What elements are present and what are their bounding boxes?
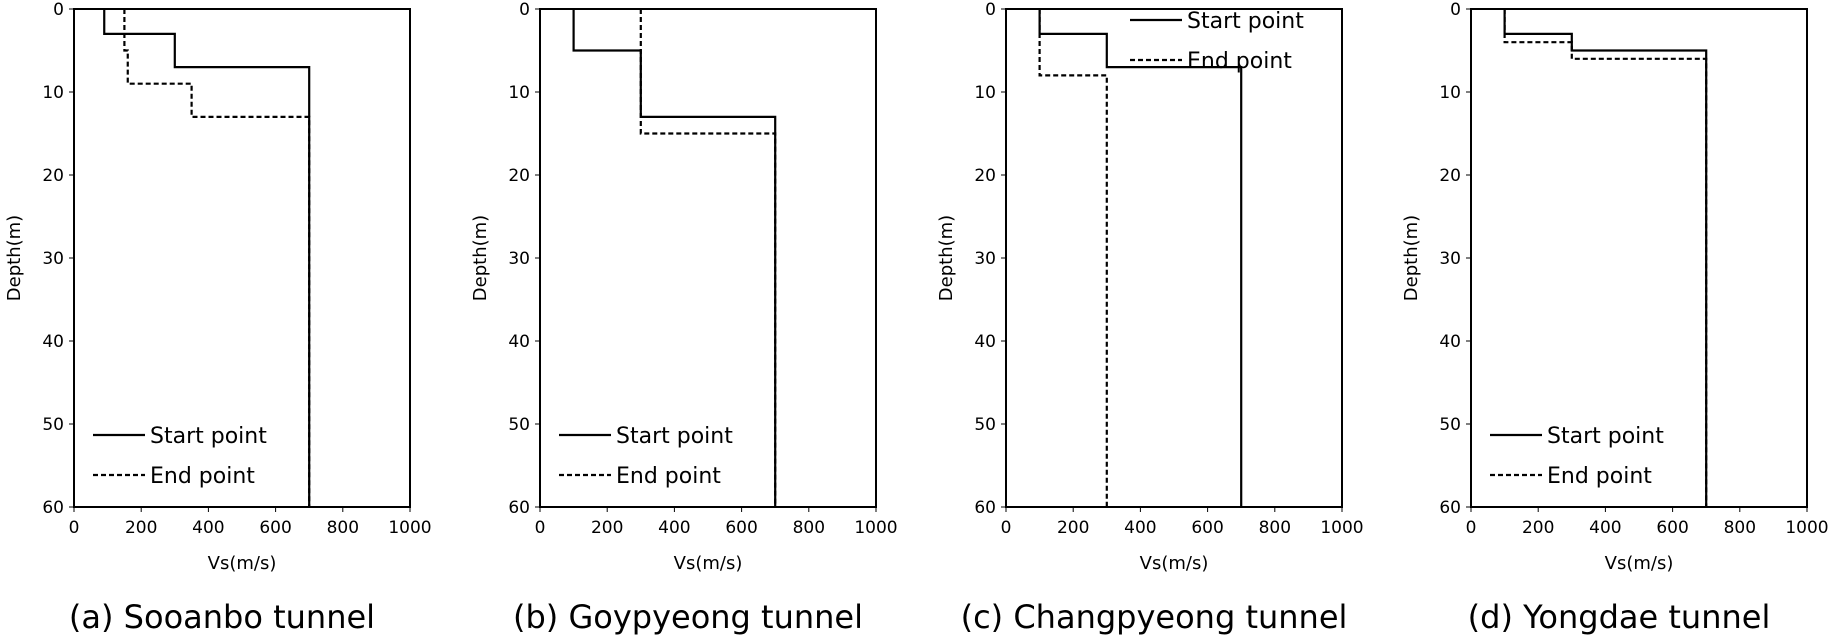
y-tick-label: 50 — [974, 415, 996, 435]
y-tick-label: 30 — [1439, 249, 1461, 269]
chart-caption: (a) Sooanbo tunnel — [69, 598, 375, 636]
legend-label: End point — [150, 464, 255, 489]
x-tick-label: 600 — [259, 518, 291, 538]
plot-frame — [1005, 8, 1343, 508]
series-line — [123, 9, 311, 507]
x-axis-label: Vs(m/s) — [208, 553, 277, 574]
y-tick-label: 60 — [508, 498, 530, 518]
x-tick-label: 1000 — [388, 518, 431, 538]
x-axis-label: Vs(m/s) — [1140, 553, 1209, 574]
y-tick-label: 50 — [42, 415, 64, 435]
y-tick-label: 20 — [42, 166, 64, 186]
x-tick-label: 1000 — [1785, 518, 1828, 538]
y-axis-label: Depth(m) — [936, 215, 957, 301]
chart-caption: (d) Yongdae tunnel — [1468, 598, 1771, 636]
x-tick-label: 400 — [658, 518, 690, 538]
legend-label: End point — [1187, 49, 1292, 74]
chart-panel: 0 200 400 600 800 1000 0 10 20 30 40 50 60 Vs(m/s) Dep… — [936, 0, 1364, 636]
x-tick-label: 200 — [1057, 518, 1089, 538]
y-tick-label: 40 — [974, 332, 996, 352]
y-tick-label: 40 — [1439, 332, 1461, 352]
y-tick-label: 50 — [1439, 415, 1461, 435]
chart-panel: 0 200 400 600 800 1000 0 10 20 30 40 50 60 Vs(m/s) Dep… — [1401, 0, 1829, 636]
y-tick-label: 10 — [508, 83, 530, 103]
x-tick-label: 200 — [125, 518, 157, 538]
y-axis-label: Depth(m) — [4, 215, 25, 301]
y-tick-label: 0 — [985, 0, 996, 20]
x-tick-label: 0 — [1001, 518, 1012, 538]
y-tick-label: 60 — [1439, 498, 1461, 518]
y-axis-label: Depth(m) — [470, 215, 491, 301]
chart-caption: (b) Goypyeong tunnel — [513, 598, 863, 636]
chart-panel: 0 200 400 600 800 1000 0 10 20 30 40 50 60 Vs(m/s) Dep… — [470, 0, 898, 636]
y-tick-label: 50 — [508, 415, 530, 435]
series-line — [1038, 9, 1243, 507]
y-tick-label: 30 — [974, 249, 996, 269]
x-tick-label: 0 — [1466, 518, 1477, 538]
x-tick-label: 600 — [725, 518, 757, 538]
x-tick-label: 800 — [327, 518, 359, 538]
y-tick-label: 20 — [508, 166, 530, 186]
x-tick-label: 0 — [69, 518, 80, 538]
y-tick-label: 30 — [508, 249, 530, 269]
plot-frame — [1470, 8, 1808, 508]
legend-label: Start point — [1187, 9, 1304, 34]
chart-caption: (c) Changpyeong tunnel — [961, 598, 1348, 636]
y-tick-label: 0 — [519, 0, 530, 20]
y-tick-label: 0 — [1450, 0, 1461, 20]
y-tick-label: 30 — [42, 249, 64, 269]
x-tick-label: 400 — [1124, 518, 1156, 538]
y-tick-label: 40 — [42, 332, 64, 352]
y-tick-label: 60 — [42, 498, 64, 518]
x-tick-label: 1000 — [1320, 518, 1363, 538]
x-tick-label: 400 — [1589, 518, 1621, 538]
x-tick-label: 1000 — [854, 518, 897, 538]
x-tick-label: 400 — [192, 518, 224, 538]
x-tick-label: 600 — [1656, 518, 1688, 538]
legend-label: End point — [616, 464, 721, 489]
x-tick-label: 200 — [1522, 518, 1554, 538]
plot-frame — [73, 8, 411, 508]
legend-label: Start point — [616, 424, 733, 449]
series-line — [1038, 9, 1108, 507]
y-tick-label: 10 — [42, 83, 64, 103]
y-tick-label: 10 — [1439, 83, 1461, 103]
x-tick-label: 800 — [793, 518, 825, 538]
legend-label: Start point — [1547, 424, 1664, 449]
y-tick-label: 0 — [53, 0, 64, 20]
y-tick-label: 10 — [974, 83, 996, 103]
x-axis-label: Vs(m/s) — [1605, 553, 1674, 574]
x-tick-label: 200 — [591, 518, 623, 538]
x-tick-label: 0 — [535, 518, 546, 538]
plot-frame — [539, 8, 877, 508]
x-tick-label: 800 — [1724, 518, 1756, 538]
y-tick-label: 40 — [508, 332, 530, 352]
y-tick-label: 60 — [974, 498, 996, 518]
x-tick-label: 800 — [1259, 518, 1291, 538]
y-tick-label: 20 — [974, 166, 996, 186]
series-line — [1503, 9, 1708, 507]
y-tick-label: 20 — [1439, 166, 1461, 186]
y-axis-label: Depth(m) — [1401, 215, 1422, 301]
x-axis-label: Vs(m/s) — [674, 553, 743, 574]
legend-label: End point — [1547, 464, 1652, 489]
x-tick-label: 600 — [1191, 518, 1223, 538]
chart-panel: 0 200 400 600 800 1000 0 10 20 30 40 50 60 Vs(m/s) Dep… — [4, 0, 432, 636]
legend-label: Start point — [150, 424, 267, 449]
